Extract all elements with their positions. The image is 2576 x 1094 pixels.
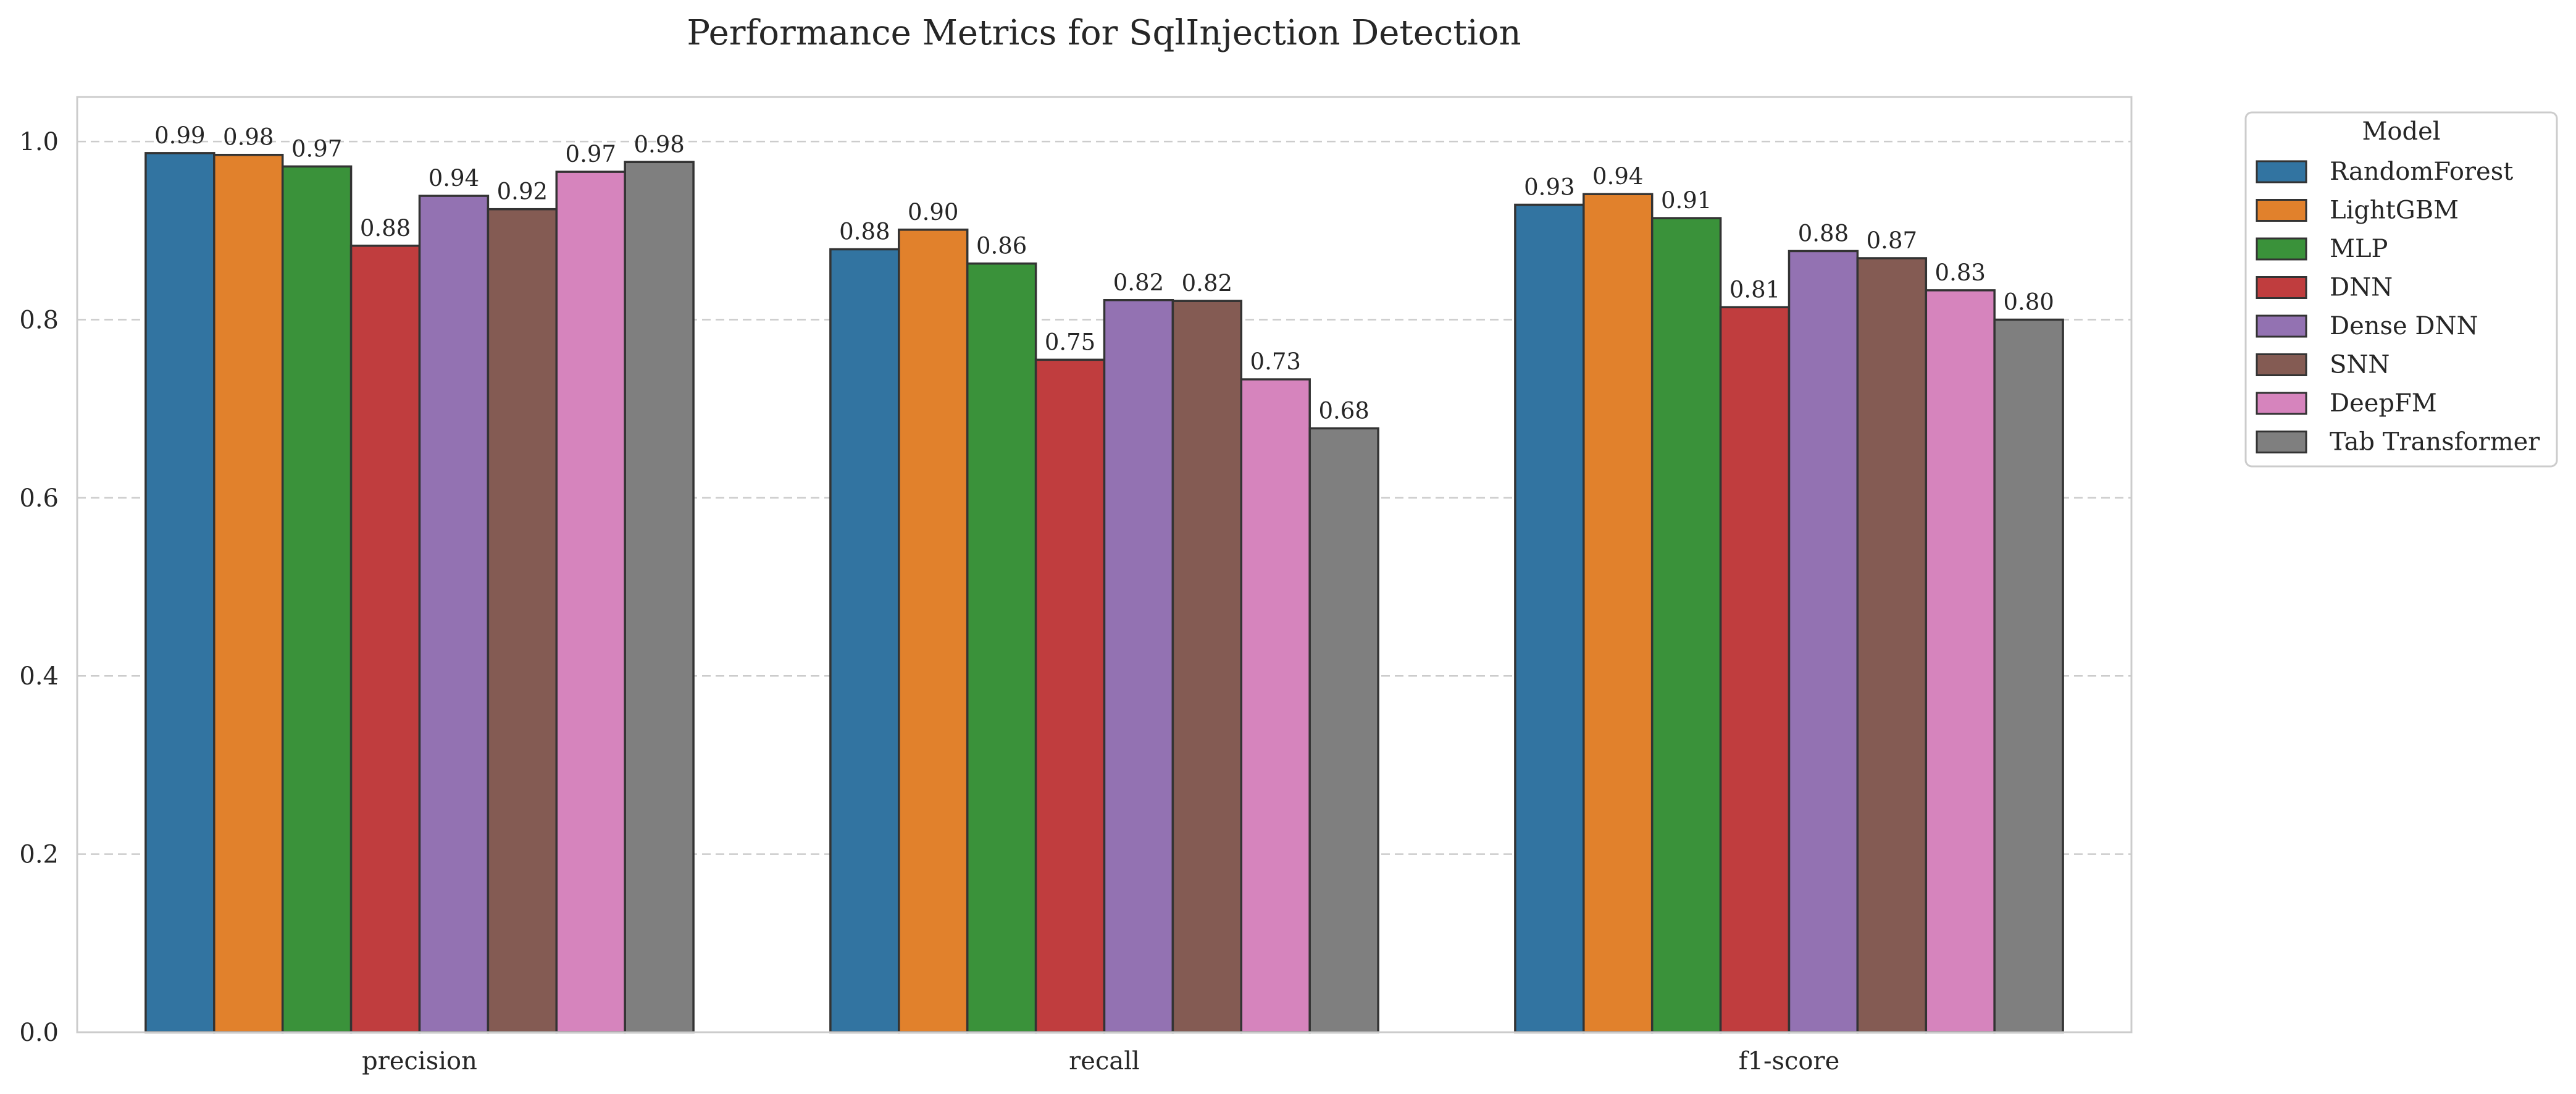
bar-randomforest-f1-score bbox=[1514, 203, 1585, 1033]
x-tick-label: recall bbox=[1069, 1047, 1140, 1075]
data-label: 0.88 bbox=[839, 219, 890, 245]
bar-randomforest-recall bbox=[829, 248, 900, 1033]
data-label: 0.82 bbox=[1182, 270, 1232, 297]
data-label: 0.88 bbox=[360, 215, 411, 242]
y-tick-label: 1.0 bbox=[19, 128, 59, 156]
legend-swatch bbox=[2256, 237, 2307, 261]
legend: Model RandomForest LightGBM MLP DNN Dense DN… bbox=[2244, 111, 2558, 468]
plot-frame bbox=[76, 96, 2133, 1033]
bar-mlp-f1-score bbox=[1650, 217, 1722, 1033]
bar-dense-dnn-precision bbox=[418, 195, 490, 1033]
bar-tab-transformer-recall bbox=[1308, 427, 1379, 1033]
bar-lightgbm-f1-score bbox=[1583, 193, 1654, 1033]
data-label: 0.99 bbox=[154, 122, 205, 149]
y-tick-label: 0.6 bbox=[19, 484, 59, 513]
data-label: 0.82 bbox=[1113, 269, 1164, 296]
legend-swatch bbox=[2256, 353, 2307, 376]
legend-label: RandomForest bbox=[2330, 158, 2513, 186]
data-label: 0.88 bbox=[1798, 220, 1849, 246]
legend-swatch bbox=[2256, 160, 2307, 183]
data-label: 0.80 bbox=[2003, 288, 2054, 315]
legend-title: Model bbox=[2362, 117, 2440, 146]
bars bbox=[144, 152, 2064, 1033]
legend-swatch bbox=[2256, 199, 2307, 222]
data-label: 0.86 bbox=[976, 233, 1027, 259]
data-label: 0.98 bbox=[223, 124, 274, 151]
bar-tab-transformer-precision bbox=[624, 161, 695, 1033]
x-tick-label: f1-score bbox=[1739, 1047, 1840, 1075]
bar-deepfm-f1-score bbox=[1925, 289, 1996, 1033]
bar-mlp-recall bbox=[966, 262, 1037, 1033]
bar-lightgbm-recall bbox=[898, 229, 969, 1033]
legend-label: LightGBM bbox=[2330, 196, 2459, 225]
chart-title: Performance Metrics for SqlInjection Det… bbox=[687, 13, 1521, 53]
y-tick-label: 0.4 bbox=[19, 662, 59, 691]
data-labels: 0.99 0.98 0.97 0.88 0.94 0.92 0.97 0.98 0.88 0.90… bbox=[154, 122, 2054, 424]
bar-dense-dnn-recall bbox=[1103, 299, 1174, 1033]
data-label: 0.94 bbox=[429, 165, 479, 191]
legend-label: Tab Transformer bbox=[2330, 428, 2540, 457]
data-label: 0.73 bbox=[1250, 348, 1301, 375]
data-label: 0.87 bbox=[1867, 227, 1917, 254]
bar-dense-dnn-f1-score bbox=[1788, 250, 1859, 1033]
data-label: 0.75 bbox=[1045, 329, 1095, 355]
bar-snn-recall bbox=[1171, 300, 1243, 1033]
bar-tab-transformer-f1-score bbox=[1993, 318, 2064, 1033]
data-label: 0.68 bbox=[1318, 397, 1369, 424]
data-label: 0.93 bbox=[1524, 174, 1574, 200]
data-label: 0.81 bbox=[1729, 276, 1780, 303]
legend-items: RandomForest LightGBM MLP DNN Dense DNN SNN De… bbox=[2256, 158, 2540, 457]
y-axis: 0.0 0.2 0.4 0.6 0.8 1.0 bbox=[19, 128, 59, 1047]
legend-label: DNN bbox=[2330, 274, 2393, 302]
data-label: 0.94 bbox=[1592, 163, 1643, 190]
data-label: 0.92 bbox=[497, 179, 548, 205]
y-tick-label: 0.8 bbox=[19, 306, 59, 334]
data-label: 0.97 bbox=[291, 135, 342, 162]
legend-swatch bbox=[2256, 392, 2307, 415]
legend-label: Dense DNN bbox=[2330, 312, 2478, 340]
bar-dnn-recall bbox=[1034, 358, 1106, 1033]
bar-deepfm-recall bbox=[1240, 378, 1311, 1033]
y-tick-label: 0.2 bbox=[19, 841, 59, 869]
bar-dnn-f1-score bbox=[1719, 306, 1791, 1033]
bar-lightgbm-precision bbox=[213, 153, 284, 1033]
bar-randomforest-precision bbox=[144, 152, 215, 1033]
legend-box bbox=[2244, 111, 2558, 468]
legend-label: MLP bbox=[2330, 235, 2388, 263]
data-label: 0.83 bbox=[1935, 259, 1986, 286]
legend-label: SNN bbox=[2330, 351, 2390, 379]
bar-mlp-precision bbox=[281, 165, 353, 1033]
bar-snn-precision bbox=[487, 208, 558, 1033]
data-label: 0.90 bbox=[908, 199, 958, 225]
legend-swatch bbox=[2256, 431, 2307, 453]
x-axis: precision recall f1-score bbox=[362, 1047, 1839, 1075]
legend-swatch bbox=[2256, 314, 2307, 338]
x-tick-label: precision bbox=[362, 1047, 477, 1075]
y-tick-label: 0.0 bbox=[19, 1019, 59, 1047]
bar-deepfm-precision bbox=[555, 170, 626, 1033]
data-label: 0.97 bbox=[566, 141, 616, 167]
data-label: 0.91 bbox=[1661, 187, 1712, 214]
legend-label: DeepFM bbox=[2330, 389, 2437, 418]
bar-dnn-precision bbox=[349, 245, 421, 1033]
legend-swatch bbox=[2256, 276, 2307, 299]
data-label: 0.98 bbox=[634, 131, 684, 158]
bar-snn-f1-score bbox=[1856, 257, 1928, 1033]
